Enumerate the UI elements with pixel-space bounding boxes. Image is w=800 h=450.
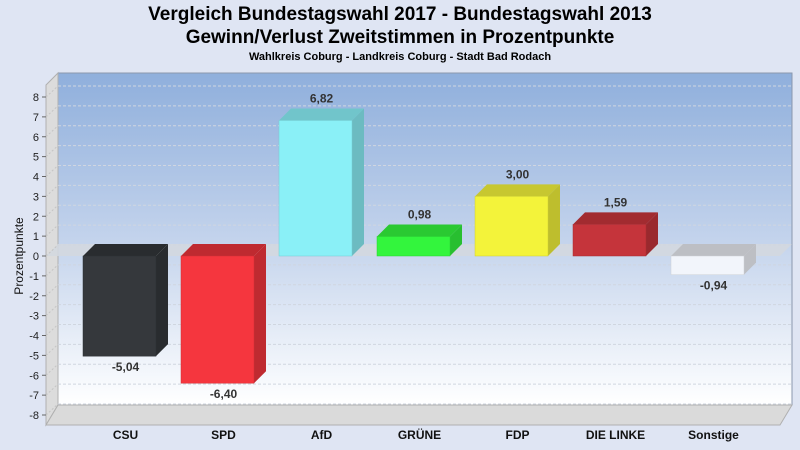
y-tick-label: -8 bbox=[29, 410, 39, 422]
bar-top bbox=[573, 212, 658, 225]
x-tick-label: FDP bbox=[506, 428, 530, 442]
gridline-side bbox=[45, 363, 59, 376]
x-axis: CSU SPD AfD GRÜNE FDP DIE LINKE Sonstige bbox=[113, 427, 739, 442]
gridline-side bbox=[45, 165, 59, 177]
bar-afd: 6,82 bbox=[278, 91, 364, 257]
y-tick-label: 1 bbox=[33, 231, 39, 243]
data-label: -6,40 bbox=[210, 387, 238, 401]
data-label: 0,98 bbox=[408, 208, 432, 222]
gridline-side bbox=[45, 284, 59, 297]
gridline-side bbox=[45, 383, 59, 396]
bar-die-linke: 1,59 bbox=[572, 195, 658, 257]
chart-region-subtitle: Wahlkreis Coburg - Landkreis Coburg - St… bbox=[248, 51, 552, 63]
bar-front bbox=[670, 255, 745, 275]
x-tick-label: CSU bbox=[113, 428, 138, 442]
y-axis: 8 7 6 5 4 3 2 1 0 -1 -2 -3 -4 -5 -6 -7 -8 bbox=[29, 92, 46, 422]
gridline-side bbox=[45, 224, 59, 237]
data-label: 1,59 bbox=[604, 195, 628, 209]
bar-front bbox=[474, 196, 549, 257]
bar-csu: -5,04 bbox=[82, 244, 168, 374]
chart-subtitle: Gewinn/Verlust Zweitstimmen in Prozentpu… bbox=[185, 27, 615, 48]
bar-side bbox=[450, 224, 462, 256]
y-tick-label: 5 bbox=[33, 152, 39, 164]
y-tick-label: 2 bbox=[33, 211, 39, 223]
gridline-side bbox=[45, 105, 59, 118]
gridline-side bbox=[45, 264, 59, 277]
bar-top bbox=[671, 244, 756, 256]
gridline-side bbox=[45, 85, 59, 98]
gridline-side bbox=[45, 324, 59, 336]
x-tick-label: AfD bbox=[311, 428, 333, 442]
bar-front bbox=[376, 236, 451, 257]
gridline-side bbox=[45, 403, 59, 416]
y-tick-label: -3 bbox=[29, 311, 39, 323]
bar-side bbox=[744, 244, 756, 275]
y-tick-label: 4 bbox=[33, 172, 39, 184]
bar-spd: -6,40 bbox=[180, 244, 266, 401]
bar-side bbox=[646, 212, 658, 256]
x-tick-label: DIE LINKE bbox=[586, 428, 645, 442]
gridline-side bbox=[45, 344, 59, 356]
bar-front bbox=[278, 120, 353, 257]
bar-side bbox=[156, 244, 168, 357]
bar-front bbox=[572, 224, 647, 257]
y-axis-title: Prozentpunkte bbox=[12, 217, 26, 295]
bar-sonstige: -0,94 bbox=[670, 244, 756, 293]
x-tick-label: SPD bbox=[211, 428, 236, 442]
gridline-side bbox=[45, 204, 59, 217]
bar-top bbox=[279, 108, 364, 121]
y-tick-label: 3 bbox=[33, 191, 39, 203]
floor bbox=[45, 404, 793, 426]
y-tick-label: -5 bbox=[29, 350, 39, 362]
chart-title: Vergleich Bundestagswahl 2017 - Bundesta… bbox=[148, 4, 652, 25]
bar-front bbox=[82, 255, 157, 357]
bar-side bbox=[254, 244, 266, 384]
gridline-side bbox=[45, 304, 59, 316]
data-label: 6,82 bbox=[310, 91, 334, 105]
x-tick-label: GRÜNE bbox=[398, 427, 441, 442]
y-tick-label: -4 bbox=[29, 331, 39, 343]
bar-side bbox=[548, 184, 560, 256]
y-tick-label: 0 bbox=[33, 251, 39, 263]
bar-fdp: 3,00 bbox=[474, 167, 560, 257]
gridline-side bbox=[45, 145, 59, 157]
y-tick-label: -7 bbox=[29, 390, 39, 402]
bar-top bbox=[83, 244, 168, 256]
y-tick-label: 6 bbox=[33, 132, 39, 144]
data-label: -5,04 bbox=[112, 360, 140, 374]
y-tick-label: -6 bbox=[29, 370, 39, 382]
y-tick-label: 8 bbox=[33, 92, 39, 104]
y-tick-label: -1 bbox=[29, 271, 39, 283]
bar-side bbox=[352, 108, 364, 256]
bar-grüne: 0,98 bbox=[376, 208, 462, 257]
y-tick-label: 7 bbox=[33, 112, 39, 124]
x-tick-label: Sonstige bbox=[688, 428, 739, 442]
bar-top bbox=[377, 224, 462, 237]
bars: -5,04 -6,40 6,82 0,98 3,00 1,59 -0,94 bbox=[82, 91, 756, 401]
y-tick-label: -2 bbox=[29, 291, 39, 303]
bar-top bbox=[475, 184, 560, 197]
data-label: 3,00 bbox=[506, 167, 530, 181]
gridline-side bbox=[45, 185, 59, 197]
bar-top bbox=[181, 244, 266, 256]
gridline-side bbox=[45, 244, 59, 257]
bar-front bbox=[180, 255, 255, 384]
data-label: -0,94 bbox=[700, 279, 728, 293]
gridline-side bbox=[45, 125, 59, 138]
